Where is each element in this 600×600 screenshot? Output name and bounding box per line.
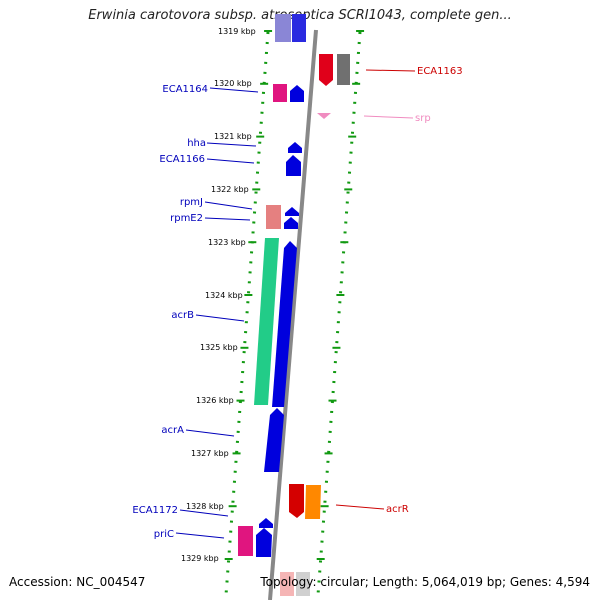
gene-label-ECA1166[interactable]: ECA1166 xyxy=(159,154,205,165)
gene-label-priC[interactable]: priC xyxy=(154,529,174,540)
leader-line xyxy=(363,115,414,119)
gene-feature-orange[interactable] xyxy=(305,485,321,519)
gene-srp[interactable] xyxy=(317,113,331,119)
gene-feature-top-right[interactable] xyxy=(292,14,306,42)
gene-ECA1164[interactable] xyxy=(290,85,304,102)
gene-label-acrR[interactable]: acrR xyxy=(386,504,409,515)
leader-line xyxy=(365,69,416,72)
scale-label: 1328 kbp xyxy=(186,502,224,511)
gene-ECA1163[interactable] xyxy=(319,54,333,86)
scale-label: 1327 kbp xyxy=(191,449,229,458)
leader-line xyxy=(204,217,251,221)
leader-line xyxy=(335,504,385,510)
leader-line xyxy=(185,429,235,437)
gene-priC[interactable] xyxy=(256,528,272,557)
gene-acrR[interactable] xyxy=(289,484,304,518)
leader-line xyxy=(179,509,229,517)
gene-acrA[interactable] xyxy=(264,408,284,472)
scale-label: 1329 kbp xyxy=(181,554,219,563)
leader-line xyxy=(209,87,259,93)
genome-backbone xyxy=(268,29,318,600)
gene-feature-magenta[interactable] xyxy=(238,526,253,556)
left-dotted-track xyxy=(224,31,270,596)
gene-ECA1172[interactable] xyxy=(259,518,273,528)
genome-summary-text: Topology: circular; Length: 5,064,019 bp… xyxy=(260,575,590,589)
right-dotted-track xyxy=(316,31,362,596)
scale-label: 1319 kbp xyxy=(218,27,256,36)
scale-label: 1320 kbp xyxy=(214,79,252,88)
gene-label-ECA1163[interactable]: ECA1163 xyxy=(417,66,463,77)
scale-labels: 1319 kbp 1320 kbp 1321 kbp 1322 kbp 1323… xyxy=(181,27,256,563)
gene-label-ECA1164[interactable]: ECA1164 xyxy=(162,84,208,95)
gene-ECA1166[interactable] xyxy=(286,155,301,176)
gene-label-acrA[interactable]: acrA xyxy=(161,425,184,436)
gene-label-acrB[interactable]: acrB xyxy=(171,310,194,321)
scale-label: 1324 kbp xyxy=(205,291,243,300)
leader-line xyxy=(206,158,255,164)
gene-feature-top-left[interactable] xyxy=(275,14,291,42)
tick-marks xyxy=(224,30,365,560)
gene-feature-salmon[interactable] xyxy=(266,205,281,229)
gene-label-ECA1172[interactable]: ECA1172 xyxy=(132,505,178,516)
leader-line xyxy=(206,142,257,147)
gene-feature-bottom-pink[interactable] xyxy=(280,572,294,596)
scale-label: 1321 kbp xyxy=(214,132,252,141)
gene-acrB[interactable] xyxy=(272,241,297,407)
leader-line xyxy=(195,314,245,322)
gene-rpmE2[interactable] xyxy=(284,217,298,229)
gene-feature-green[interactable] xyxy=(254,238,279,405)
scale-label: 1322 kbp xyxy=(211,185,249,194)
leader-line xyxy=(204,201,253,210)
gene-label-rpmE2[interactable]: rpmE2 xyxy=(170,213,203,224)
scale-label: 1325 kbp xyxy=(200,343,238,352)
gene-rpmJ[interactable] xyxy=(285,207,299,216)
gene-label-srp[interactable]: srp xyxy=(415,113,431,124)
gene-label-rpmJ[interactable]: rpmJ xyxy=(180,197,203,208)
gene-label-hha[interactable]: hha xyxy=(187,138,206,149)
scale-label: 1326 kbp xyxy=(196,396,234,405)
gene-feature-grey[interactable] xyxy=(337,54,350,85)
accession-text: Accession: NC_004547 xyxy=(9,575,146,589)
leader-line xyxy=(175,532,225,539)
gene-feature-pink[interactable] xyxy=(273,84,287,102)
gene-hha[interactable] xyxy=(288,142,302,153)
gene-feature-bottom-grey[interactable] xyxy=(296,572,310,596)
scale-label: 1323 kbp xyxy=(208,238,246,247)
